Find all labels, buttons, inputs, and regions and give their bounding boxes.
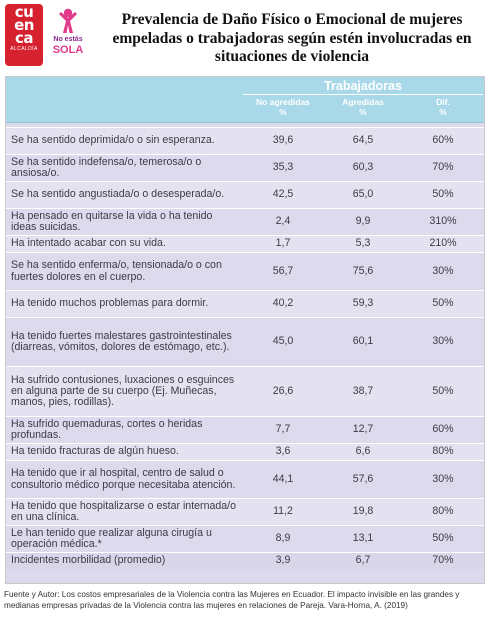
table-row: Se ha sentido deprimida/o o sin esperanz… <box>6 127 484 154</box>
cell-agredidas: 13,1 <box>352 532 374 545</box>
cuenca-logo-text: cu en ca <box>14 3 34 47</box>
cell-no-agredidas: 39,6 <box>272 134 294 147</box>
cell-agredidas: 19,8 <box>352 505 374 518</box>
cell-agredidas: 60,3 <box>352 161 374 174</box>
table-row: Le han tenido que realizar alguna cirugí… <box>6 525 484 552</box>
cell-no-agredidas: 45,0 <box>272 335 294 348</box>
column-name: Dif. <box>436 97 450 107</box>
cell-no-agredidas: 11,2 <box>273 505 293 518</box>
cell-agredidas: 75,6 <box>352 264 374 277</box>
cell-no-agredidas: 3,6 <box>275 445 291 458</box>
column-header-agredidas: Agredidas % <box>323 97 403 117</box>
row-label: Ha tenido muchos problemas para dormir. <box>11 297 209 310</box>
source-note: Fuente y Autor: Los costos empresariales… <box>4 590 460 610</box>
cell-no-agredidas: 8,9 <box>275 532 291 545</box>
table-row: Se ha sentido indefensa/o, temerosa/o o … <box>6 154 484 181</box>
cell-agredidas: 60,1 <box>352 335 374 348</box>
cell-no-agredidas: 40,2 <box>272 297 294 310</box>
header-spacer <box>6 123 484 127</box>
cell-dif: 30% <box>432 335 454 348</box>
cell-agredidas: 5,3 <box>355 237 371 250</box>
cell-agredidas: 38,7 <box>352 384 374 397</box>
cell-dif: 80% <box>432 505 454 518</box>
column-unit: % <box>359 107 367 117</box>
logo-line-2: SOLA <box>52 44 84 56</box>
data-table: Trabajadoras No agredidas % Agredidas % … <box>5 76 485 584</box>
column-header-no-agredidas: No agredidas % <box>243 97 323 117</box>
table-row: Se ha sentido enferma/o, tensionada/o o … <box>6 252 484 290</box>
cell-no-agredidas: 1,7 <box>275 237 291 250</box>
woman-figure-icon <box>59 8 77 33</box>
cell-dif: 50% <box>432 532 454 545</box>
cell-dif: 30% <box>432 264 454 277</box>
cell-no-agredidas: 2,4 <box>275 215 291 228</box>
cell-agredidas: 64,5 <box>352 134 374 147</box>
cuenca-logo: cu en ca ALCALDÍA <box>5 4 43 66</box>
row-label: Se ha sentido enferma/o, tensionada/o o … <box>11 259 222 283</box>
cell-dif: 50% <box>432 297 454 310</box>
cell-dif: 60% <box>432 423 454 436</box>
group-header: Trabajadoras <box>243 79 483 95</box>
cell-agredidas: 6,6 <box>355 445 371 458</box>
cell-dif: 30% <box>432 472 454 485</box>
cell-agredidas: 12,7 <box>352 423 374 436</box>
cell-agredidas: 57,6 <box>352 472 374 485</box>
cell-dif: 70% <box>432 161 454 174</box>
cell-agredidas: 65,0 <box>352 188 374 201</box>
cell-agredidas: 59,3 <box>352 297 374 310</box>
row-label: Ha tenido fuertes malestares gastrointes… <box>11 329 232 353</box>
row-label: Ha tenido que hospitalizarse o estar int… <box>11 499 236 523</box>
cell-dif: 70% <box>432 554 454 567</box>
cuenca-logo-caption: ALCALDÍA <box>10 46 38 52</box>
table-row: Ha tenido fracturas de algún hueso. 3,6 6,… <box>6 443 484 460</box>
cell-no-agredidas: 56,7 <box>272 264 294 277</box>
table-row: Ha tenido que hospitalizarse o estar int… <box>6 498 484 525</box>
cell-agredidas: 6,7 <box>355 554 371 567</box>
table-row: Ha sufrido quemaduras, cortes o heridas … <box>6 416 484 443</box>
row-label: Ha sufrido quemaduras, cortes o heridas … <box>11 417 203 441</box>
no-estas-sola-logo: No estás SOLA <box>50 8 86 68</box>
column-name: No agredidas <box>256 97 310 107</box>
column-name: Agredidas <box>342 97 384 107</box>
cell-no-agredidas: 7,7 <box>275 423 291 436</box>
table-row: Ha pensado en quitarse la vida o ha teni… <box>6 208 484 235</box>
table-row: Ha tenido que ir al hospital, centro de … <box>6 460 484 498</box>
row-label: Se ha sentido angustiada/o o desesperada… <box>11 188 225 201</box>
column-unit: % <box>439 107 447 117</box>
table-row: Incidentes morbilidad (promedio) 3,9 6,7 70… <box>6 552 484 569</box>
row-label: Ha intentado acabar con su vida. <box>11 237 166 250</box>
table-row: Se ha sentido angustiada/o o desesperada… <box>6 181 484 208</box>
row-label: Incidentes morbilidad (promedio) <box>11 554 166 567</box>
cell-no-agredidas: 26,6 <box>272 384 294 397</box>
page-title: Prevalencia de Daño Físico o Emocional d… <box>112 11 472 65</box>
cell-dif: 310% <box>429 215 457 228</box>
row-label: Ha tenido que ir al hospital, centro de … <box>11 467 236 491</box>
row-label: Le han tenido que realizar alguna cirugí… <box>11 526 212 550</box>
table-body: Se ha sentido deprimida/o o sin esperanz… <box>6 127 484 569</box>
cell-dif: 210% <box>429 237 457 250</box>
cell-dif: 60% <box>432 134 454 147</box>
cell-dif: 50% <box>432 188 454 201</box>
column-header-dif: Dif. % <box>403 97 483 117</box>
row-label: Ha tenido fracturas de algún hueso. <box>11 445 179 458</box>
logo-line-1: No estás <box>53 36 83 43</box>
table-row: Ha sufrido contusiones, luxaciones o esg… <box>6 366 484 416</box>
cell-agredidas: 9,9 <box>355 215 371 228</box>
cell-no-agredidas: 3,9 <box>275 554 291 567</box>
cell-no-agredidas: 35,3 <box>272 161 294 174</box>
column-unit: % <box>279 107 287 117</box>
cell-dif: 80% <box>432 445 454 458</box>
cell-dif: 50% <box>432 384 454 397</box>
row-label: Ha sufrido contusiones, luxaciones o esg… <box>11 373 235 409</box>
table-row: Ha tenido fuertes malestares gastrointes… <box>6 317 484 366</box>
table-row: Ha intentado acabar con su vida. 1,7 5,3 21… <box>6 235 484 252</box>
row-label: Ha pensado en quitarse la vida o ha teni… <box>11 209 213 233</box>
cell-no-agredidas: 42,5 <box>272 188 294 201</box>
row-label: Se ha sentido deprimida/o o sin esperanz… <box>11 134 215 147</box>
table-row: Ha tenido muchos problemas para dormir. 4… <box>6 290 484 317</box>
cell-no-agredidas: 44,1 <box>272 472 294 485</box>
table-header: Trabajadoras No agredidas % Agredidas % … <box>6 77 484 123</box>
row-label: Se ha sentido indefensa/o, temerosa/o o … <box>11 155 202 179</box>
